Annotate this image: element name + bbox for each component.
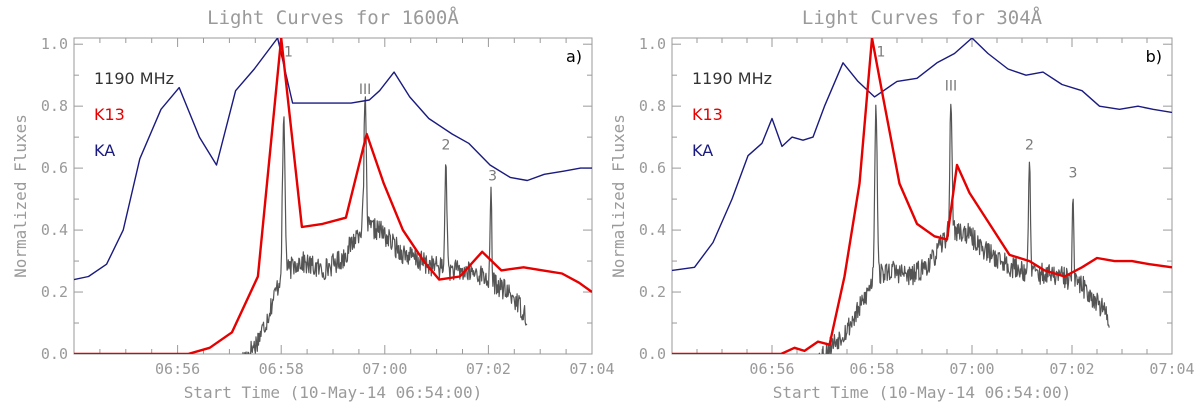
chart-title: Light Curves for 1600Å	[207, 6, 459, 29]
x-tick-label: 07:00	[949, 360, 994, 378]
series-line-k13	[74, 38, 592, 354]
panel-label: a)	[566, 47, 582, 66]
x-tick-label: 06:58	[259, 360, 304, 378]
y-tick-label: 0.0	[639, 345, 666, 363]
chart-title: Light Curves for 304Å	[802, 6, 1043, 29]
peak-annotation: III	[359, 82, 371, 98]
series-line-ka	[672, 38, 1172, 272]
x-tick-label: 07:04	[1149, 360, 1194, 378]
series-group	[672, 38, 1172, 354]
legend-label: 1190 MHz	[94, 69, 174, 88]
legend-label: 1190 MHz	[692, 69, 772, 88]
y-tick-label: 0.8	[41, 97, 68, 115]
series-line-ka	[74, 38, 592, 281]
x-tick-label: 07:04	[569, 360, 614, 378]
peak-annotation: 2	[1025, 138, 1034, 154]
y-tick-label: 0.6	[639, 159, 666, 177]
x-axis-label: Start Time (10-May-14 06:54:00)	[184, 383, 483, 402]
series-line-k13	[672, 38, 1172, 354]
y-tick-label: 0.6	[41, 159, 68, 177]
y-tick-label: 0.4	[639, 221, 666, 239]
y-axis-label: Normalized Fluxes	[609, 114, 628, 278]
legend-label: K13	[692, 105, 723, 124]
x-tick-label: 07:02	[466, 360, 511, 378]
series-line-1190mhz	[818, 103, 1110, 354]
x-tick-label: 06:56	[155, 360, 200, 378]
y-tick-label: 0.8	[639, 97, 666, 115]
panel-b: Light Curves for 304Å b) 06:56 06:58 07:00 07…	[609, 6, 1195, 402]
x-tick-label: 06:56	[749, 360, 794, 378]
y-tick-label: 0.2	[639, 283, 666, 301]
x-tick-label: 06:58	[849, 360, 894, 378]
peak-annotation: 2	[441, 138, 450, 154]
peak-annotation: 1	[877, 45, 886, 61]
legend-label: K13	[94, 105, 125, 124]
peak-annotation: 3	[488, 169, 497, 185]
series-line-1190mhz	[242, 96, 528, 354]
legend-label: KA	[692, 141, 713, 160]
y-tick-label: 0.2	[41, 283, 68, 301]
panel-a: Light Curves for 1600Å a) 06:56 06:58 07:00 0…	[11, 6, 615, 402]
y-tick-label: 0.0	[41, 345, 68, 363]
y-tick-label: 1.0	[41, 35, 68, 53]
series-group	[74, 38, 592, 354]
x-axis-label: Start Time (10-May-14 06:54:00)	[773, 383, 1072, 402]
panel-label: b)	[1146, 47, 1162, 66]
y-tick-label: 1.0	[639, 35, 666, 53]
x-tick-label: 07:00	[362, 360, 407, 378]
y-axis-label: Normalized Fluxes	[11, 114, 30, 278]
x-tick-label: 07:02	[1049, 360, 1094, 378]
y-tick-label: 0.4	[41, 221, 68, 239]
peak-annotation: 3	[1069, 165, 1078, 181]
legend-label: KA	[94, 141, 115, 160]
peak-annotation: III	[945, 79, 957, 95]
peak-annotation: 1	[284, 45, 293, 61]
